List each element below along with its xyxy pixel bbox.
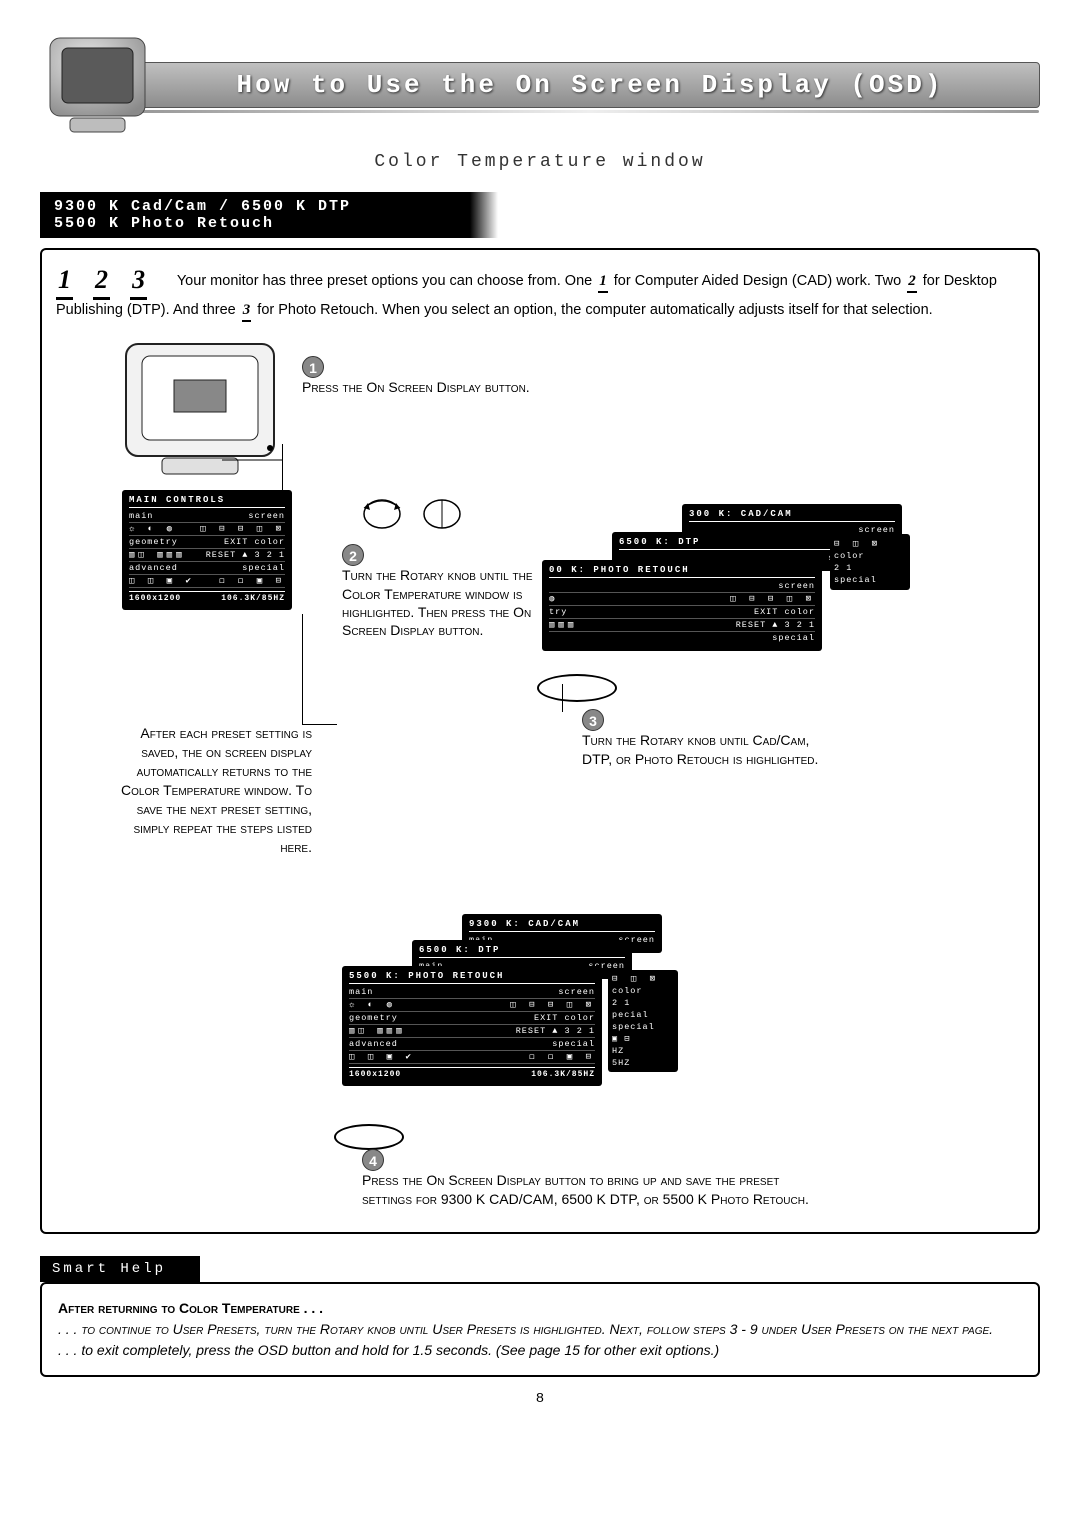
smart-help-l1: . . . to continue to User Presets, turn … [58, 1321, 993, 1337]
page-title: How to Use the On Screen Display (OSD) [237, 70, 944, 100]
r: EXIT color [534, 1013, 595, 1023]
r: special [242, 563, 285, 573]
r: advanced [349, 1039, 398, 1049]
intro-d: for Photo Retouch. When you select an op… [257, 302, 932, 318]
r: RESET ▲ 3 2 1 [206, 550, 285, 560]
step-3: 3 Turn the Rotary knob until Cad/Cam, DT… [582, 709, 842, 768]
section-heading: 9300 K Cad/Cam / 6500 K DTP 5500 K Photo… [40, 192, 470, 238]
rotary-knob-icon [352, 494, 472, 539]
r: ◫ ⊟ ⊟ ◫ ⊠ [730, 594, 815, 604]
t: 9300 K: CAD/CAM [469, 919, 655, 932]
ft-r: 106.3K/85HZ [531, 1070, 595, 1079]
step-3-text: Turn the Rotary knob until Cad/Cam, DTP,… [582, 731, 842, 767]
r: geometry [129, 537, 178, 547]
ft-l: 1600x1200 [129, 594, 181, 603]
intro-box: 1 2 3 Your monitor has three preset opti… [40, 248, 1040, 334]
r: screen [248, 511, 285, 521]
r: geometry [349, 1013, 398, 1023]
connector [302, 614, 303, 724]
connector [302, 724, 337, 725]
page-number: 8 [40, 1391, 1040, 1407]
preset-2-icon: 2 [93, 262, 110, 300]
t: 5500 K: PHOTO RETOUCH [349, 971, 595, 984]
note-left: After each preset setting is saved, the … [112, 724, 312, 856]
preset-1-icon: 1 [56, 262, 73, 300]
inline-1-icon: 1 [598, 271, 608, 293]
smart-help-sub: After returning to Color Temperature . .… [58, 1298, 1022, 1319]
r: ◻ ◻ ▣ ⊟ [529, 1052, 595, 1062]
intro-a: Your monitor has three preset options yo… [177, 273, 596, 289]
r: main [349, 987, 373, 997]
r: ◻ ◻ ▣ ⊟ [219, 576, 285, 586]
step-1-num: 1 [302, 356, 324, 378]
connector [562, 684, 563, 712]
preset-icons: 1 2 3 [56, 262, 163, 300]
preset-3-icon: 3 [130, 262, 147, 300]
step-2: 2 Turn the Rotary knob until the Color T… [342, 544, 552, 640]
r: screen [778, 581, 815, 591]
monitor-illustration [40, 30, 160, 140]
header: How to Use the On Screen Display (OSD) [40, 30, 1040, 140]
t: 6500 K: DTP [419, 945, 625, 958]
osd-main-controls: MAIN CONTROLS mainscreen ☼ ◐ ◍◫ ⊟ ⊟ ◫ ⊠ … [122, 490, 292, 610]
osd-peek1: ⊟ ◫ ⊠ color 2 1 special [830, 534, 910, 590]
osd-cadcam-title: 300 K: CAD/CAM [689, 509, 895, 522]
r: ▥◫ ▥▥▥ [349, 1026, 406, 1036]
step-1: 1 Press the On Screen Display button. [302, 356, 532, 397]
intro-b: for Computer Aided Design (CAD) work. Tw… [614, 273, 905, 289]
section-line2: 5500 K Photo Retouch [54, 215, 456, 232]
small-monitor [122, 340, 282, 485]
r: screen [558, 987, 595, 997]
osd-dtp-title: 6500 K: DTP [619, 537, 865, 550]
r: main [129, 511, 153, 521]
osd-b-peek: ⊟ ◫ ⊠ color 2 1 pecial special ▣ ⊟ HZ 5H… [608, 970, 678, 1072]
r: ☼ ◐ ◍ [129, 524, 176, 534]
step-4-text: Press the On Screen Display button to br… [362, 1171, 832, 1207]
r: advanced [129, 563, 178, 573]
smart-help-l2: . . . to exit completely, press the OSD … [58, 1342, 719, 1358]
r: ▥▥▥ [549, 620, 577, 630]
r: RESET ▲ 3 2 1 [736, 620, 815, 630]
smart-help-box: After returning to Color Temperature . .… [40, 1282, 1040, 1377]
r: ◍ [549, 594, 558, 604]
osd-b-photo: 5500 K: PHOTO RETOUCH main screen ☼ ◐ ◍ ◫ … [342, 966, 602, 1086]
ft-l: 1600x1200 [349, 1070, 401, 1079]
r: try [549, 607, 567, 617]
smart-help-heading: Smart Help [40, 1256, 200, 1282]
highlight-oval-2 [334, 1124, 404, 1150]
r: RESET ▲ 3 2 1 [516, 1026, 595, 1036]
r: ◫ ⊟ ⊟ ◫ ⊠ [510, 1000, 595, 1010]
r: special [552, 1039, 595, 1049]
r: ◫ ◫ ▣ ✔ [129, 576, 195, 586]
inline-2-icon: 2 [907, 271, 917, 293]
r: ◫ ◫ ▣ ✔ [349, 1052, 415, 1062]
osd-mc-title: MAIN CONTROLS [129, 495, 285, 508]
section-line1: 9300 K Cad/Cam / 6500 K DTP [54, 198, 351, 215]
osd-photo: 00 K: PHOTO RETOUCH screen ◍ ◫ ⊟ ⊟ ◫ ⊠ tr… [542, 560, 822, 651]
page: How to Use the On Screen Display (OSD) C… [0, 0, 1080, 1447]
inline-3-icon: 3 [242, 300, 252, 322]
r: special [772, 633, 815, 643]
r: ◫ ⊟ ⊟ ◫ ⊠ [200, 524, 285, 534]
step-1-text: Press the On Screen Display button. [302, 378, 530, 396]
page-subheading: Color Temperature window [40, 152, 1040, 172]
ft-r: 106.3K/85HZ [221, 594, 285, 603]
r: ▥◫ ▥▥▥ [129, 550, 186, 560]
step-4-num: 4 [362, 1149, 384, 1171]
highlight-oval-1 [537, 674, 617, 702]
page-title-bar: How to Use the On Screen Display (OSD) [140, 62, 1040, 108]
step-4: 4 Press the On Screen Display button to … [362, 1149, 832, 1208]
r: EXIT color [754, 607, 815, 617]
r: EXIT color [224, 537, 285, 547]
r: ☼ ◐ ◍ [349, 1000, 396, 1010]
osd-photo-title: 00 K: PHOTO RETOUCH [549, 565, 815, 578]
step-2-num: 2 [342, 544, 364, 566]
step-2-text: Turn the Rotary knob until the Color Tem… [342, 566, 552, 639]
step-3-num: 3 [582, 709, 604, 731]
diagram: 1 Press the On Screen Display button. 2 … [40, 334, 1040, 1234]
